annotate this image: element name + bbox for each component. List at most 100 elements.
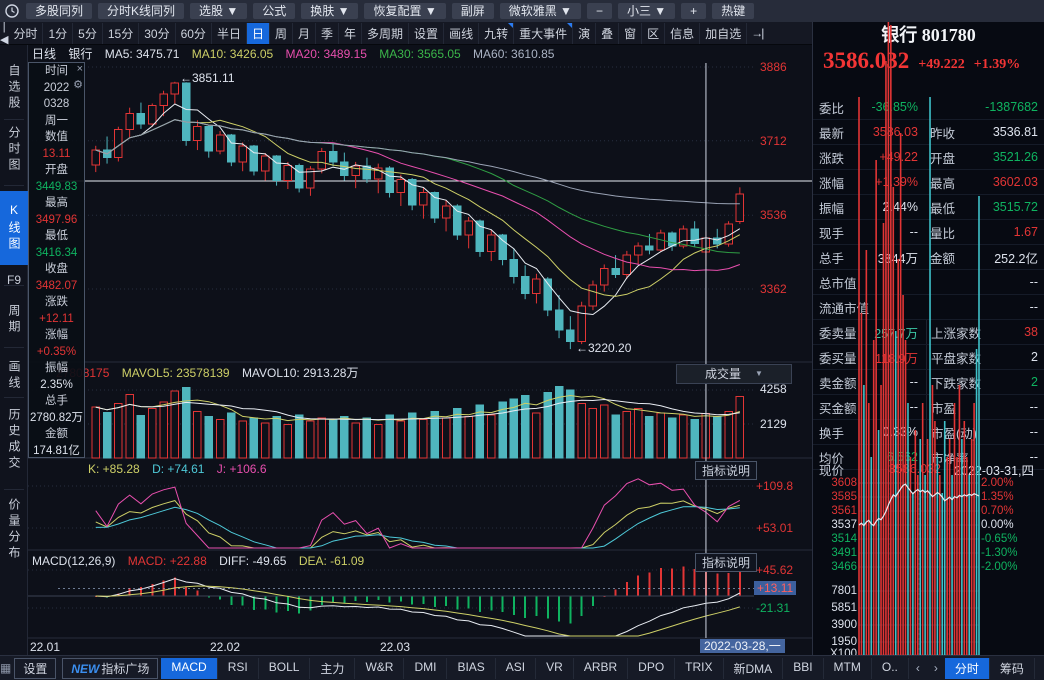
indicator-tab[interactable]: VR [536, 657, 574, 679]
menu-item[interactable]: 热键 [712, 3, 755, 19]
indicator-tab[interactable]: MTM [824, 657, 872, 679]
mini-pct-tick: -2.00% [981, 561, 1018, 573]
sidebar-item-6[interactable]: 画线 [0, 356, 28, 396]
chart-tool-item[interactable]: 窗 [619, 22, 643, 44]
indicator-tab[interactable]: W&R [355, 657, 405, 679]
chart-tool-item[interactable]: 九转 [479, 22, 515, 44]
quote-row-half: 上涨家数 38 [926, 320, 1044, 344]
period-item[interactable]: 周 [270, 22, 293, 44]
macd-help-button[interactable]: 指标说明 [695, 553, 757, 572]
indicator-tab[interactable]: MACD [161, 657, 218, 679]
period-item[interactable]: 设置 [409, 22, 445, 44]
sidebar-item-2[interactable]: 分时图 [0, 125, 28, 175]
menu-item[interactable]: 公式 [253, 3, 296, 19]
menu-item[interactable]: + [681, 3, 707, 19]
tooltip-row-label: 最高 [45, 197, 68, 209]
tooltip-rows: 数值 13.11 开盘 3449.83 最高 3497.96 最低 3416.34 收盘 3482… [29, 129, 84, 459]
sidebar-item-1[interactable]: 自选股 [0, 63, 28, 113]
period-item[interactable]: 30分 [139, 22, 176, 44]
quote-row: 涨跌 +49.22 开盘 3521.26 [813, 145, 1044, 170]
gear-icon[interactable]: ⚙ [73, 78, 83, 91]
indicator-tab[interactable]: ASI [496, 657, 537, 679]
sidebar-item-5[interactable]: 周期 [0, 300, 28, 340]
indicator-plaza-button[interactable]: NEW 指标广场 [62, 657, 159, 679]
prev-tabs-icon[interactable]: ‹ [915, 661, 920, 675]
sidebar-item-8[interactable]: 价量分布 [0, 495, 28, 565]
menu-item[interactable]: 选股 ▼ [190, 3, 248, 19]
period-item[interactable]: 季 [316, 22, 340, 44]
period-item[interactable]: 分时 [8, 22, 44, 44]
right-panel-tab[interactable]: 分时 [944, 657, 990, 679]
sidebar-item-3[interactable]: K线图 [0, 191, 28, 265]
indicator-tab[interactable]: BOLL [259, 657, 311, 679]
period-item[interactable]: 60分 [176, 22, 212, 44]
next-panel-icon[interactable]: →| [751, 26, 764, 40]
next-tabs-icon[interactable]: › [933, 661, 938, 675]
ma60-value: MA60: 3610.85 [473, 47, 555, 61]
indicator-tab[interactable]: O.. [872, 657, 909, 679]
period-item[interactable]: 5分 [73, 22, 103, 44]
indicator-settings-button[interactable]: 设置 [14, 657, 57, 679]
quote-label: 下跌家数 [931, 376, 982, 391]
indicator-tab[interactable]: BBI [783, 657, 824, 679]
macd-value: MACD: +22.88 [127, 554, 207, 568]
sidebar-item-7[interactable]: 历史成交 [0, 405, 28, 475]
period-item[interactable]: 年 [339, 22, 363, 44]
menu-item[interactable]: 分时K线同列 [98, 3, 185, 19]
quote-label: 涨跌 [819, 151, 845, 166]
sidebar-item-4[interactable]: F9 [0, 271, 28, 289]
period-item[interactable]: 半日 [212, 22, 247, 44]
right-panel-tab[interactable]: 火焰 [1035, 658, 1044, 679]
indicator-tab[interactable]: ARBR [574, 657, 629, 679]
menu-item[interactable]: − [586, 3, 612, 19]
period-item[interactable]: 多周期 [362, 22, 410, 44]
mini-vol-tick: 5851 [831, 602, 857, 614]
period-item[interactable]: 1分 [43, 22, 74, 44]
volume-indicator-dropdown[interactable]: 成交量 ▼ [676, 364, 792, 384]
divider [4, 185, 24, 186]
tooltip-row-label: 收盘 [45, 263, 68, 275]
quote-row-half: 量比 1.67 [926, 220, 1044, 244]
chart-area[interactable]: 日线 银行 MA5: 3475.71 MA10: 3426.05 MA20: 3… [28, 45, 812, 655]
collapse-panel-icon[interactable]: |◀ [0, 20, 9, 46]
close-icon[interactable]: × [76, 63, 83, 75]
kdj-header: K: +85.28 D: +74.61 J: +106.6 [88, 461, 276, 477]
chart-tool-item[interactable]: 叠 [596, 22, 620, 44]
menu-item[interactable]: 小三 ▼ [617, 3, 676, 19]
spot-label: 现价 [819, 463, 845, 478]
indicator-tab[interactable]: DPO [628, 657, 676, 679]
kdj-help-button[interactable]: 指标说明 [695, 461, 757, 480]
menu-item[interactable]: 换肤 ▼ [301, 3, 359, 19]
indicator-tab[interactable]: BIAS [447, 657, 496, 679]
chart-tool-item[interactable]: 演 [573, 22, 597, 44]
chart-tool-item[interactable]: 信息 [665, 22, 701, 44]
period-item[interactable]: 15分 [103, 22, 140, 44]
quote-value: +1.39% [875, 175, 918, 189]
period-item[interactable]: 月 [293, 22, 316, 44]
menu-item[interactable]: 恢复配置 ▼ [364, 3, 446, 19]
divider [4, 489, 24, 490]
sidebar-item-label: F9 [6, 273, 21, 287]
quote-label: 涨幅 [819, 176, 845, 191]
chart-tool-item[interactable]: 区 [642, 22, 666, 44]
chart-tool-item[interactable]: 重大事件 [514, 22, 574, 44]
menu-item[interactable]: 副屏 [451, 3, 494, 19]
clock-icon[interactable] [4, 3, 20, 19]
indicator-tab[interactable]: RSI [218, 657, 259, 679]
right-panel-tab[interactable]: 筹码 [990, 657, 1035, 679]
indicator-tab[interactable]: DMI [404, 657, 448, 679]
indicator-tab[interactable]: 主力 [310, 657, 356, 679]
period-item[interactable]: 日 [246, 22, 270, 44]
chart-tool-item[interactable]: 加自选 [700, 22, 748, 44]
quote-row-half: 最高 3602.03 [926, 170, 1044, 194]
ma30-value: MA30: 3565.05 [379, 47, 461, 61]
layout-grid-icon[interactable]: ▦ [0, 661, 12, 675]
symbol-label: 银行 [68, 47, 93, 61]
period-item[interactable]: 画线 [444, 22, 480, 44]
kline-data-tooltip[interactable]: 时间 × ⚙ 2022 0328 周一 数值 13.11 开盘 3449.83 最高 34… [28, 62, 85, 458]
menu-item[interactable]: 多股同列 [26, 3, 93, 19]
indicator-tab[interactable]: 新DMA [724, 657, 784, 679]
quote-rows: 委比 -36.85% -1387682 最新 3586.03 昨收 3536.81 涨跌 +49… [813, 95, 1044, 470]
menu-item[interactable]: 微软雅黑 ▼ [499, 3, 581, 19]
indicator-tab[interactable]: TRIX [675, 657, 724, 679]
